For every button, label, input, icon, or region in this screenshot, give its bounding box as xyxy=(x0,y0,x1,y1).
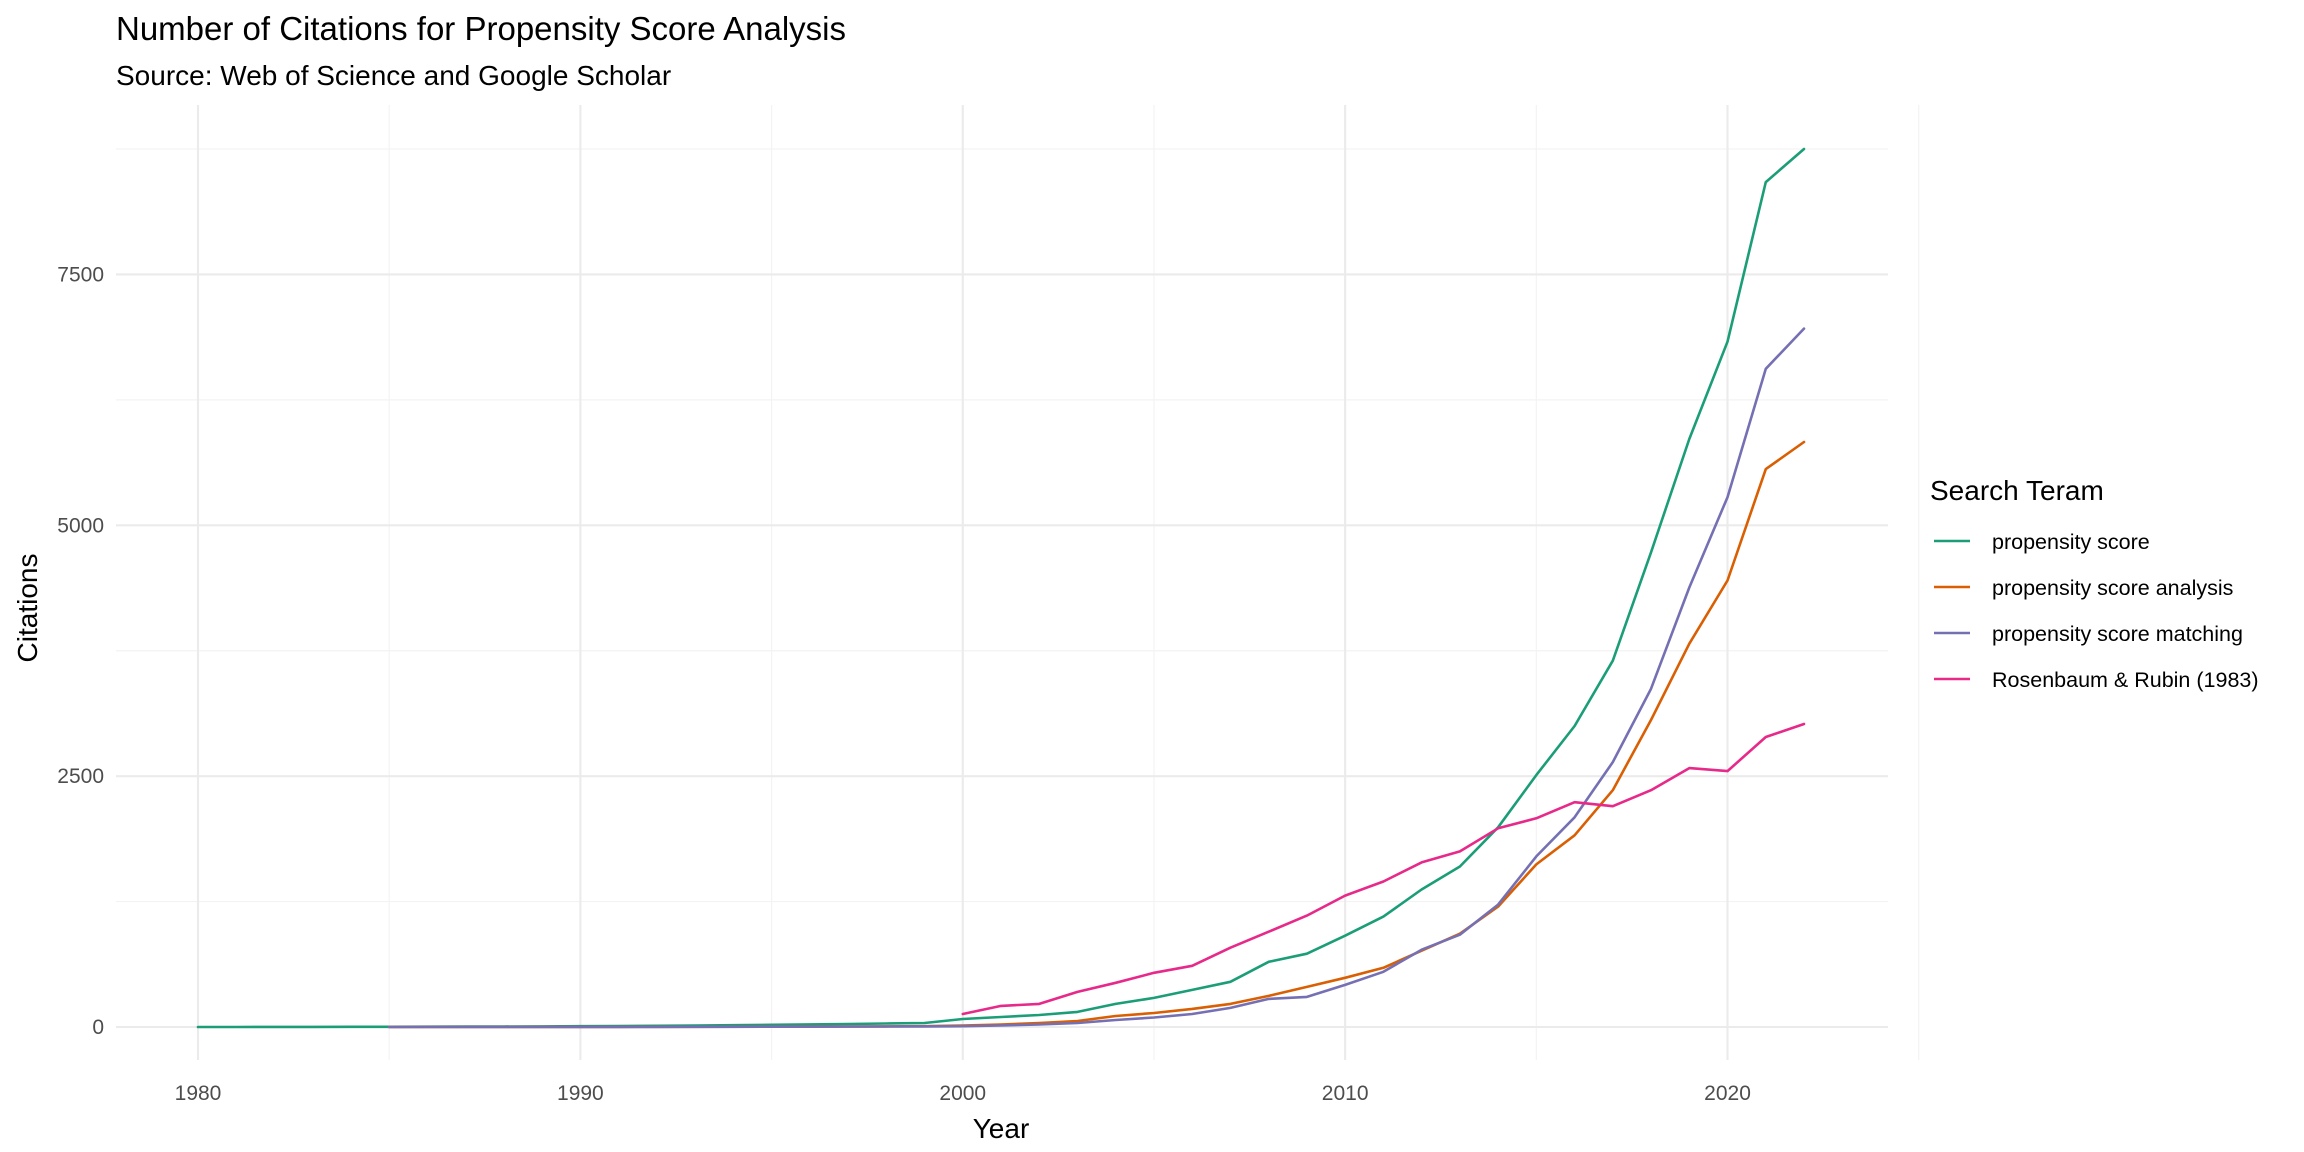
x-tick-label: 2020 xyxy=(1704,1082,1751,1105)
series-line xyxy=(387,440,1806,1029)
x-tick-label: 2010 xyxy=(1322,1082,1369,1105)
legend-items: propensity score propensity score analysi… xyxy=(1934,530,2259,692)
legend-title: Search Teram xyxy=(1930,475,2104,506)
legend-label: Rosenbaum & Rubin (1983) xyxy=(1992,668,2259,692)
x-axis-ticks: 1980 1990 2000 2010 2020 xyxy=(175,1082,1751,1105)
legend: Search Teram propensity scorepropensity … xyxy=(1930,475,2259,692)
legend-item: propensity score xyxy=(1934,530,2150,554)
x-axis-title: Year xyxy=(973,1113,1030,1144)
legend-label: propensity score xyxy=(1992,530,2150,554)
chart-title: Number of Citations for Propensity Score… xyxy=(116,10,846,47)
series-line xyxy=(961,722,1806,1016)
x-tick-label: 1990 xyxy=(557,1082,604,1105)
legend-label: propensity score analysis xyxy=(1992,576,2233,600)
plot-series xyxy=(196,147,1806,1029)
y-tick-label: 5000 xyxy=(57,514,104,537)
x-tick-label: 1980 xyxy=(175,1082,222,1105)
legend-item: propensity score analysis xyxy=(1934,576,2233,600)
x-tick-label: 2000 xyxy=(939,1082,986,1105)
y-axis-title: Citations xyxy=(12,554,43,663)
y-tick-label: 2500 xyxy=(57,765,104,788)
series-line xyxy=(196,147,1806,1029)
y-tick-label: 0 xyxy=(92,1016,104,1039)
y-axis-ticks: 0 2500 5000 7500 xyxy=(57,263,104,1039)
legend-label: propensity score matching xyxy=(1992,622,2243,646)
chart-subtitle: Source: Web of Science and Google Schola… xyxy=(116,60,671,91)
y-tick-label: 7500 xyxy=(57,263,104,286)
series-line xyxy=(387,327,1806,1029)
plot-grid xyxy=(116,105,1920,1060)
legend-item: Rosenbaum & Rubin (1983) xyxy=(1934,668,2259,692)
legend-item: propensity score matching xyxy=(1934,622,2243,646)
